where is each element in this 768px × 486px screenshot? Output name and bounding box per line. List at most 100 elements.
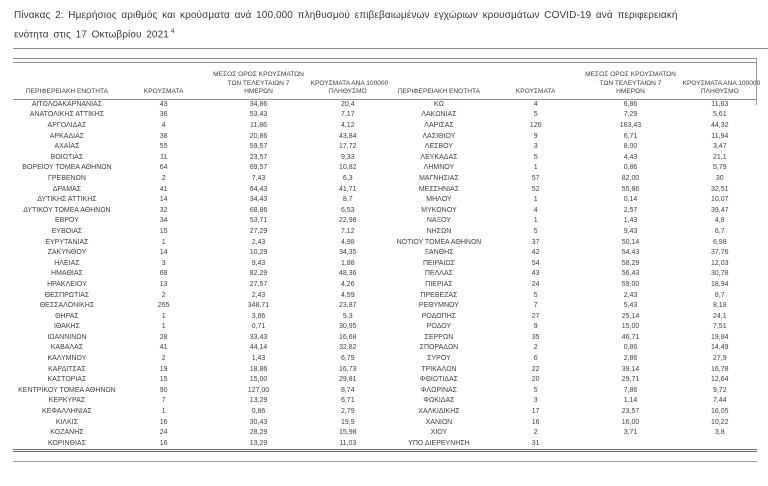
table-row: ΗΡΑΚΛΕΙΟΥ 13 27,57 4,26 xyxy=(13,280,385,291)
per100k-cell: 24,1 xyxy=(712,312,727,320)
avg7-cell: 20,86 xyxy=(249,132,268,140)
table-row: ΛΗΜΝΟΥ 1 0,86 5,79 xyxy=(385,163,757,174)
region-cell: ΚΑΡΔΙΤΣΑΣ xyxy=(48,365,86,373)
cases-cell: 41 xyxy=(159,185,168,193)
cases-cell: 9 xyxy=(533,323,538,331)
header-avg7: ΜΕΣΟΣ ΟΡΟΣ ΚΡΟΥΣΜΑΤΩΝ ΤΩΝ ΤΕΛΕΥΤΑΙΩΝ 7 Η… xyxy=(578,63,682,99)
cases-cell: 43 xyxy=(159,100,168,108)
region-cell: ΑΧΑΪΑΣ xyxy=(54,143,80,151)
avg7-cell: 29,71 xyxy=(621,376,640,384)
per100k-cell: 4,26 xyxy=(340,280,355,288)
table-row: ΔΥΤΙΚΟΥ ΤΟΜΕΑ ΑΘΗΝΩΝ 32 68,86 6,53 xyxy=(13,206,385,217)
region-cell: ΚΑΣΤΟΡΙΑΣ xyxy=(47,376,87,384)
per100k-cell: 8,7 xyxy=(714,291,725,299)
region-cell: ΕΥΡΥΤΑΝΙΑΣ xyxy=(45,238,89,246)
table-row: ΖΑΚΥΝΘΟΥ 14 10,29 34,35 xyxy=(13,248,385,259)
cases-cell: 265 xyxy=(157,302,170,310)
region-cell: ΛΗΜΝΟΥ xyxy=(423,164,455,172)
covid-table-right-half: ΠΕΡΙΦΕΡΕΙΑΚΗ ΕΝΟΤΗΤΑ ΚΡΟΥΣΜΑΤΑ ΜΕΣΟΣ ΟΡΟ… xyxy=(385,63,760,450)
per100k-cell: 7,17 xyxy=(340,111,355,119)
avg7-cell: 25,14 xyxy=(621,312,640,320)
region-cell: ΖΑΚΥΝΘΟΥ xyxy=(47,249,87,257)
table-row: ΛΑΡΙΣΑΣ 126 163,43 44,32 xyxy=(385,121,757,132)
cases-cell: 32 xyxy=(159,206,168,214)
per100k-cell: 6,3 xyxy=(342,174,353,182)
per100k-cell: 11,94 xyxy=(711,132,729,140)
region-cell: ΚΕΡΚΥΡΑΣ xyxy=(48,397,86,405)
per100k-cell: 10,82 xyxy=(339,164,357,172)
per100k-cell: 32,51 xyxy=(711,185,729,193)
header-region: ΠΕΡΙΦΕΡΕΙΑΚΗ ΕΝΟΤΗΤΑ xyxy=(397,88,480,96)
region-cell: ΚΑΛΥΜΝΟΥ xyxy=(47,355,87,363)
per100k-cell: 39,47 xyxy=(711,206,729,214)
region-cell: ΓΡΕΒΕΝΩΝ xyxy=(48,174,86,182)
covid-table-left-half: ΠΕΡΙΦΕΡΕΙΑΚΗ ΕΝΟΤΗΤΑ ΚΡΟΥΣΜΑΤΑ ΜΕΣΟΣ ΟΡΟ… xyxy=(13,63,389,449)
region-cell: ΕΥΒΟΙΑΣ xyxy=(51,227,83,235)
per100k-cell: 43,84 xyxy=(339,132,357,140)
table-row: ΚΕΦΑΛΛΗΝΙΑΣ 1 0,86 2,79 xyxy=(13,407,385,418)
header-region: ΠΕΡΙΦΕΡΕΙΑΚΗ ΕΝΟΤΗΤΑ xyxy=(25,88,108,96)
per100k-cell: 34,35 xyxy=(339,249,357,257)
table-row: ΛΕΣΒΟΥ 3 8,00 3,47 xyxy=(385,142,757,153)
region-cell: ΜΥΚΟΝΟΥ xyxy=(421,206,457,214)
table-row: ΛΑΚΩΝΙΑΣ 5 7,29 5,61 xyxy=(385,110,757,121)
table-row: ΒΟΡΕΙΟΥ ΤΟΜΕΑ ΑΘΗΝΩΝ 64 69,57 10,82 xyxy=(13,163,385,174)
per100k-cell: 15,98 xyxy=(339,429,357,437)
per100k-cell: 14,49 xyxy=(711,344,729,352)
table-row: ΘΗΡΑΣ 1 3,86 5,3 xyxy=(13,312,385,323)
cases-cell: 19 xyxy=(159,365,168,373)
avg7-cell: 33,43 xyxy=(249,333,268,341)
per100k-cell: 29,81 xyxy=(339,376,357,384)
cases-cell: 17 xyxy=(531,408,540,416)
table-row: ΑΡΚΑΔΙΑΣ 38 20,86 43,84 xyxy=(13,132,385,143)
table-row: ΠΡΕΒΕΖΑΣ 5 2,43 8,7 xyxy=(385,291,757,302)
per100k-cell: 9,33 xyxy=(340,153,355,161)
table-row: ΚΑΒΑΛΑΣ 41 44,14 32,82 xyxy=(13,343,385,354)
header-avg7-line2: ΤΩΝ ΤΕΛΕΥΤΑΙΩΝ 7 xyxy=(599,79,662,87)
table-row: ΚΕΝΤΡΙΚΟΥ ΤΟΜΕΑ ΑΘΗΝΩΝ 90 127,00 8,74 xyxy=(13,386,385,397)
avg7-cell: 1,43 xyxy=(251,355,266,363)
region-cell: ΧΑΛΚΙΔΙΚΗΣ xyxy=(418,408,460,416)
cases-cell: 54 xyxy=(531,259,540,267)
header-per100k-line1: ΚΡΟΥΣΜΑΤΑ ΑΝΑ 100000 xyxy=(310,79,389,87)
avg7-cell: 7,43 xyxy=(251,174,266,182)
region-cell: ΘΕΣΣΑΛΟΝΙΚΗΣ xyxy=(39,302,95,310)
avg7-cell: 2,86 xyxy=(623,355,638,363)
table-body-left: ΑΙΤΩΛΟΑΚΑΡΝΑΝΙΑΣ 43 34,86 20,4 ΑΝΑΤΟΛΙΚΗΣ ΑΤ… xyxy=(13,99,385,449)
cases-cell: 31 xyxy=(531,439,540,447)
cases-cell: 24 xyxy=(531,280,540,288)
per100k-cell: 16,05 xyxy=(711,408,729,416)
per100k-cell: 3,47 xyxy=(712,143,727,151)
table-caption: Πίνακας 2: Ημερήσιος αριθμός και κρούσμα… xyxy=(14,8,756,43)
table-row: ΜΗΛΟΥ 1 0,14 10,07 xyxy=(385,195,757,206)
avg7-cell: 9,43 xyxy=(623,227,638,235)
avg7-cell: 3,86 xyxy=(251,312,266,320)
table-row: ΜΥΚΟΝΟΥ 4 2,57 39,47 xyxy=(385,206,757,217)
region-cell: ΑΙΤΩΛΟΑΚΑΡΝΑΝΙΑΣ xyxy=(31,100,103,108)
per100k-cell: 6,7 xyxy=(714,227,725,235)
table-row: ΘΕΣΣΑΛΟΝΙΚΗΣ 265 348,71 23,87 xyxy=(13,301,385,312)
per100k-cell: 16,78 xyxy=(711,365,729,373)
covid-regional-table: ΠΕΡΙΦΕΡΕΙΑΚΗ ΕΝΟΤΗΤΑ ΚΡΟΥΣΜΑΤΑ ΜΕΣΟΣ ΟΡΟ… xyxy=(13,62,760,453)
table-row: ΣΕΡΡΩΝ 35 46,71 19,84 xyxy=(385,333,757,344)
avg7-cell: 2,43 xyxy=(251,291,266,299)
region-cell: ΘΕΣΠΡΩΤΙΑΣ xyxy=(44,291,90,299)
avg7-cell: 6,71 xyxy=(623,132,638,140)
avg7-cell: 59,57 xyxy=(249,143,268,151)
avg7-cell: 82,29 xyxy=(249,270,268,278)
region-cell: ΡΟΔΟΠΗΣ xyxy=(421,312,457,320)
per100k-cell: 8,7 xyxy=(342,196,353,204)
avg7-cell: 3,71 xyxy=(623,429,638,437)
avg7-cell xyxy=(578,439,682,450)
avg7-cell: 82,00 xyxy=(621,174,640,182)
per100k-cell: 30 xyxy=(715,174,724,182)
table-row: ΦΛΩΡΙΝΑΣ 5 7,86 9,72 xyxy=(385,386,757,397)
cases-cell: 24 xyxy=(159,429,168,437)
avg7-cell: 163,43 xyxy=(619,122,642,130)
header-per100k: ΚΡΟΥΣΜΑΤΑ ΑΝΑ 100000 ΠΛΗΘΥΣΜΟ xyxy=(310,63,389,99)
avg7-cell: 13,29 xyxy=(249,397,268,405)
region-cell: ΝΑΞΟΥ xyxy=(426,217,452,225)
avg7-cell: 23,57 xyxy=(621,408,640,416)
cases-cell: 55 xyxy=(159,143,168,151)
cases-cell: 34 xyxy=(159,217,168,225)
